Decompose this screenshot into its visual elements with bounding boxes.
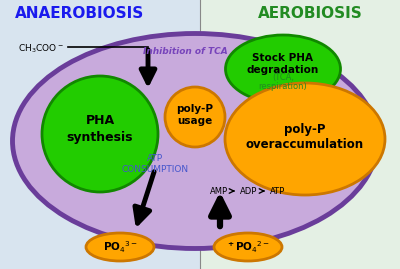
- Text: ANAEROBIOSIS: ANAEROBIOSIS: [15, 6, 145, 22]
- Text: PHA
synthesis: PHA synthesis: [67, 115, 133, 143]
- Text: (TCA,
respiration): (TCA, respiration): [259, 73, 307, 91]
- Bar: [0, 0, 200, 269]
- Ellipse shape: [214, 233, 282, 261]
- Text: ADP: ADP: [240, 186, 257, 196]
- Text: Inhibition of TCA: Inhibition of TCA: [143, 47, 227, 55]
- Circle shape: [165, 87, 225, 147]
- Text: ATP: ATP: [270, 186, 285, 196]
- Text: poly-P
overaccumulation: poly-P overaccumulation: [246, 122, 364, 151]
- Text: $\mathbf{^+}$PO$_4$$^{2-}$: $\mathbf{^+}$PO$_4$$^{2-}$: [226, 239, 270, 255]
- Bar: [200, 0, 400, 269]
- Text: ATP
CONSUMPTION: ATP CONSUMPTION: [122, 154, 188, 174]
- Ellipse shape: [225, 83, 385, 195]
- Circle shape: [42, 76, 158, 192]
- Ellipse shape: [226, 35, 340, 103]
- Ellipse shape: [12, 34, 378, 249]
- Text: AEROBIOSIS: AEROBIOSIS: [258, 6, 362, 22]
- Ellipse shape: [86, 233, 154, 261]
- Text: poly-P
usage: poly-P usage: [176, 104, 214, 126]
- Text: PO$_4$$^{3-}$: PO$_4$$^{3-}$: [102, 239, 138, 255]
- Text: AMP: AMP: [210, 186, 228, 196]
- Text: Stock PHA
degradation: Stock PHA degradation: [247, 53, 319, 75]
- Text: CH$_3$COO$^-$: CH$_3$COO$^-$: [18, 43, 64, 55]
